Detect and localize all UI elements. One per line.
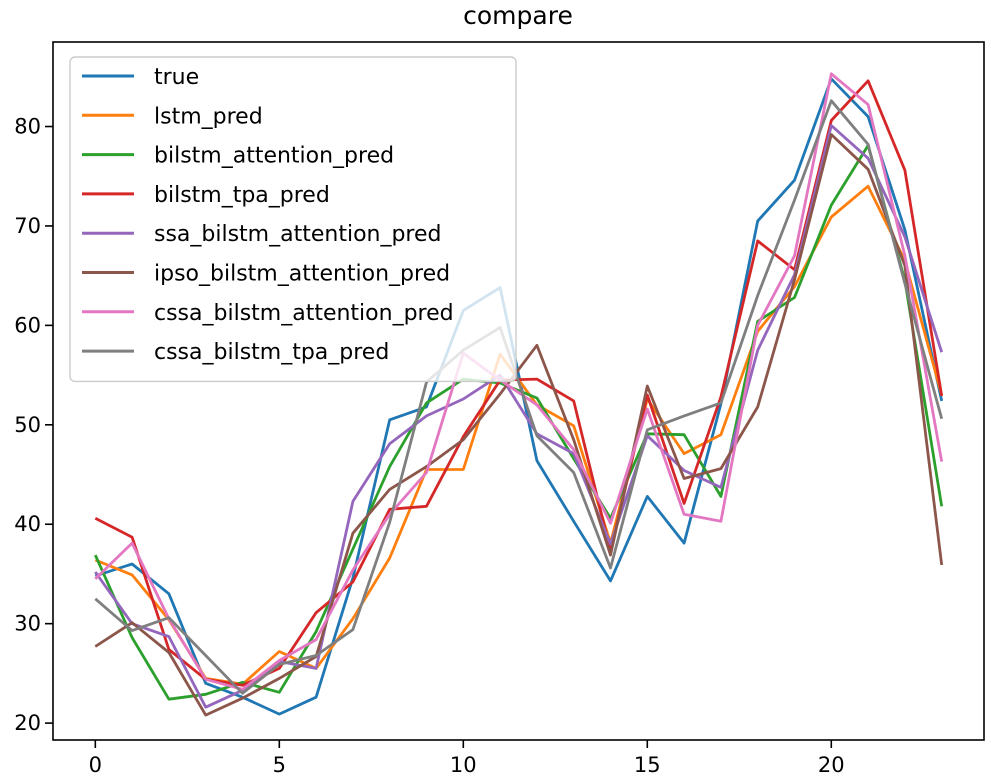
series-line-cssa-bilstm-tpa-pred: [94, 99, 944, 695]
series-layer: [94, 72, 944, 717]
x-tick-label: 10: [450, 753, 477, 777]
legend-entry: ssa_bilstm_attention_pred: [82, 222, 442, 247]
legend-entry: bilstm_attention_pred: [82, 144, 394, 169]
legend: true lstm_pred bilstm_attention_predbilstm…: [69, 56, 517, 383]
series-line-true: [94, 77, 944, 716]
series-line-ipso-bilstm-attention-pred: [94, 133, 944, 717]
legend-label: bilstm_attention_pred: [154, 144, 394, 169]
legend-label: cssa_bilstm_attention_pred: [154, 301, 454, 326]
y-tick-label: 70: [14, 214, 41, 238]
legend-entry: bilstm_tpa_pred: [82, 183, 330, 208]
legend-label: ssa_bilstm_attention_pred: [154, 222, 442, 247]
x-tick-label: 5: [273, 753, 286, 777]
legend-entry: lstm_pred: [82, 104, 263, 129]
y-tick-label: 40: [14, 512, 41, 536]
legend-label: cssa_bilstm_tpa_pred: [154, 340, 389, 365]
x-tick-label: 15: [634, 753, 661, 777]
y-tick-label: 50: [14, 413, 41, 437]
axes-layer: 0 5 10 15 20 20 30 40 50 60 70 80: [14, 41, 985, 777]
y-tick-label: 60: [14, 313, 41, 337]
legend-entry: true: [82, 65, 199, 90]
legend-entry: ipso_bilstm_attention_pred: [82, 262, 450, 287]
legend-label: ipso_bilstm_attention_pred: [154, 262, 450, 287]
y-tick-label: 80: [14, 115, 41, 139]
y-tick-label: 20: [14, 711, 41, 735]
legend-label: lstm_pred: [154, 104, 263, 129]
legend-entry: cssa_bilstm_tpa_pred: [82, 340, 389, 365]
legend-label: bilstm_tpa_pred: [154, 183, 330, 208]
chart-title: compare: [463, 1, 573, 30]
x-tick-label: 0: [89, 753, 102, 777]
plot-frame: [52, 41, 985, 741]
legend-entry: cssa_bilstm_attention_pred: [82, 301, 454, 326]
y-tick-label: 30: [14, 612, 41, 636]
x-tick-label: 20: [818, 753, 845, 777]
legend-box: [69, 56, 517, 383]
legend-label: true: [154, 65, 199, 90]
